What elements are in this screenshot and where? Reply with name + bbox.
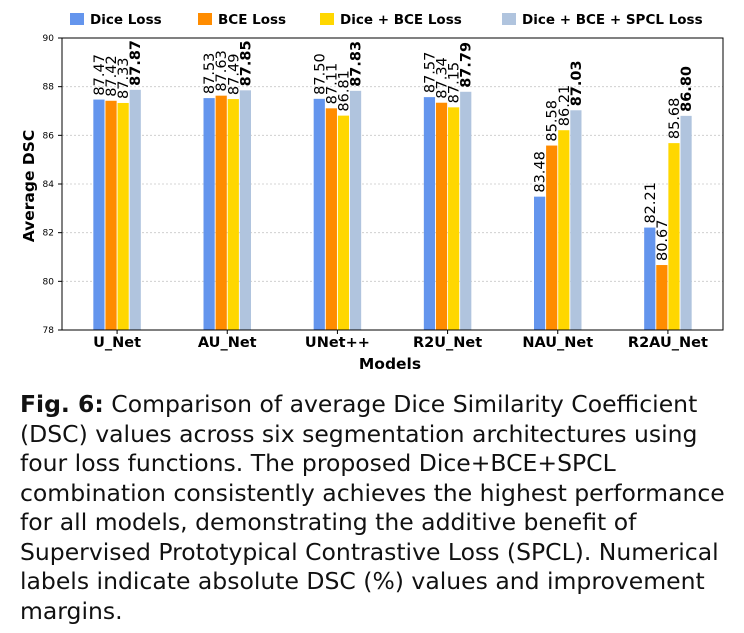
bar-nau-net-series-4	[570, 110, 582, 331]
bar-value-label: 87.34	[435, 57, 451, 99]
legend-swatch	[198, 13, 212, 25]
y-tick-label: 88	[43, 83, 55, 93]
bar-value-label: 87.85	[238, 40, 254, 86]
bar-value-label: 87.79	[459, 42, 475, 88]
bar-u-net-series-3	[117, 102, 129, 330]
legend-label: Dice Loss	[90, 12, 162, 28]
legend-label: Dice + BCE + SPCL Loss	[522, 12, 703, 28]
x-tick-label: R2AU_Net	[628, 335, 708, 351]
bar-value-label: 87.87	[128, 40, 144, 86]
bar-value-label: 85.68	[667, 98, 683, 140]
bar-u-net-series-4	[129, 89, 141, 330]
bar-value-label: 87.53	[202, 53, 218, 95]
dsc-bar-chart: Dice Loss BCE Loss Dice + BCE Loss Dice + B…	[20, 12, 724, 373]
grid	[62, 37, 723, 331]
bar-value-label: 87.83	[349, 41, 365, 87]
bar-value-label: 85.58	[545, 100, 561, 142]
bar-value-label: 82.21	[643, 182, 659, 224]
y-tick-label: 78	[43, 326, 55, 336]
bar-nau-net-series-3	[558, 130, 570, 330]
bar-au-net-series-2	[215, 95, 227, 330]
bar-value-label: 87.03	[569, 60, 585, 106]
bar-unet--series-2	[325, 108, 337, 330]
bar-au-net-series-1	[203, 98, 215, 330]
bar-r2u-net-series-4	[460, 91, 472, 330]
x-tick-label: R2U_Net	[413, 335, 482, 351]
bar-value-label: 87.50	[312, 53, 328, 95]
y-tick-label: 86	[43, 131, 55, 141]
bar-r2au-net-series-1	[644, 227, 656, 330]
bar-unet--series-3	[337, 115, 350, 330]
bar-value-label: 87.47	[92, 54, 108, 96]
x-tick-label: UNet++	[305, 335, 370, 351]
bar-value-label: 80.67	[655, 220, 671, 262]
bar-u-net-series-2	[105, 100, 117, 330]
bar-value-label: 87.11	[324, 63, 340, 105]
bar-unet--series-4	[349, 90, 362, 330]
bar-r2au-net-series-3	[668, 143, 680, 330]
bar-value-label: 87.15	[447, 62, 463, 104]
legend-label: BCE Loss	[218, 12, 286, 28]
bar-value-label: 86.21	[557, 85, 573, 127]
y-tick-label: 84	[43, 180, 55, 190]
x-tick-label: NAU_Net	[522, 335, 593, 351]
legend-swatch	[502, 13, 516, 25]
bar-au-net-series-3	[227, 99, 239, 331]
bar-r2au-net-series-4	[680, 115, 692, 330]
bar-value-label: 87.33	[116, 57, 132, 99]
bar-value-label: 87.57	[422, 52, 438, 94]
x-axis-ticks: U_Net AU_Net UNet++ R2U_Net NAU_Net R2AU_Net	[93, 330, 708, 351]
x-tick-label: U_Net	[93, 335, 141, 351]
bar-value-label: 87.49	[226, 54, 242, 96]
bar-r2u-net-series-2	[435, 102, 448, 330]
bars	[93, 89, 692, 331]
bar-value-label: 83.48	[533, 151, 549, 193]
bar-unet--series-1	[313, 98, 325, 330]
legend-swatch	[320, 13, 334, 25]
y-tick-label: 80	[43, 277, 55, 287]
bar-nau-net-series-2	[546, 145, 558, 330]
y-tick-label: 82	[43, 229, 54, 239]
bar-value-label: 87.63	[214, 50, 230, 92]
figure-label: Fig. 6:	[20, 390, 104, 418]
bar-u-net-series-1	[93, 99, 105, 331]
figure-caption: Fig. 6: Comparison of average Dice Simil…	[20, 390, 728, 626]
y-axis-ticks: 78 80 82 84 86 88 90	[43, 34, 62, 336]
bar-value-label: 86.81	[336, 70, 352, 112]
bar-r2u-net-series-1	[423, 97, 436, 330]
y-axis-label: Average DSC	[20, 130, 38, 243]
y-tick-label: 90	[43, 34, 55, 44]
bar-value-label: 87.42	[104, 55, 120, 97]
legend: Dice Loss BCE Loss Dice + BCE Loss Dice + B…	[70, 12, 703, 28]
bar-r2u-net-series-3	[448, 107, 460, 330]
caption-text: Comparison of average Dice Similarity Co…	[20, 390, 725, 625]
bar-au-net-series-4	[239, 90, 251, 330]
bar-value-label: 86.80	[679, 66, 695, 112]
bar-nau-net-series-1	[534, 196, 546, 330]
x-axis-label: Models	[359, 355, 421, 373]
legend-swatch	[70, 13, 84, 25]
legend-label: Dice + BCE Loss	[340, 12, 462, 28]
bar-r2au-net-series-2	[656, 265, 668, 330]
x-tick-label: AU_Net	[198, 335, 257, 351]
